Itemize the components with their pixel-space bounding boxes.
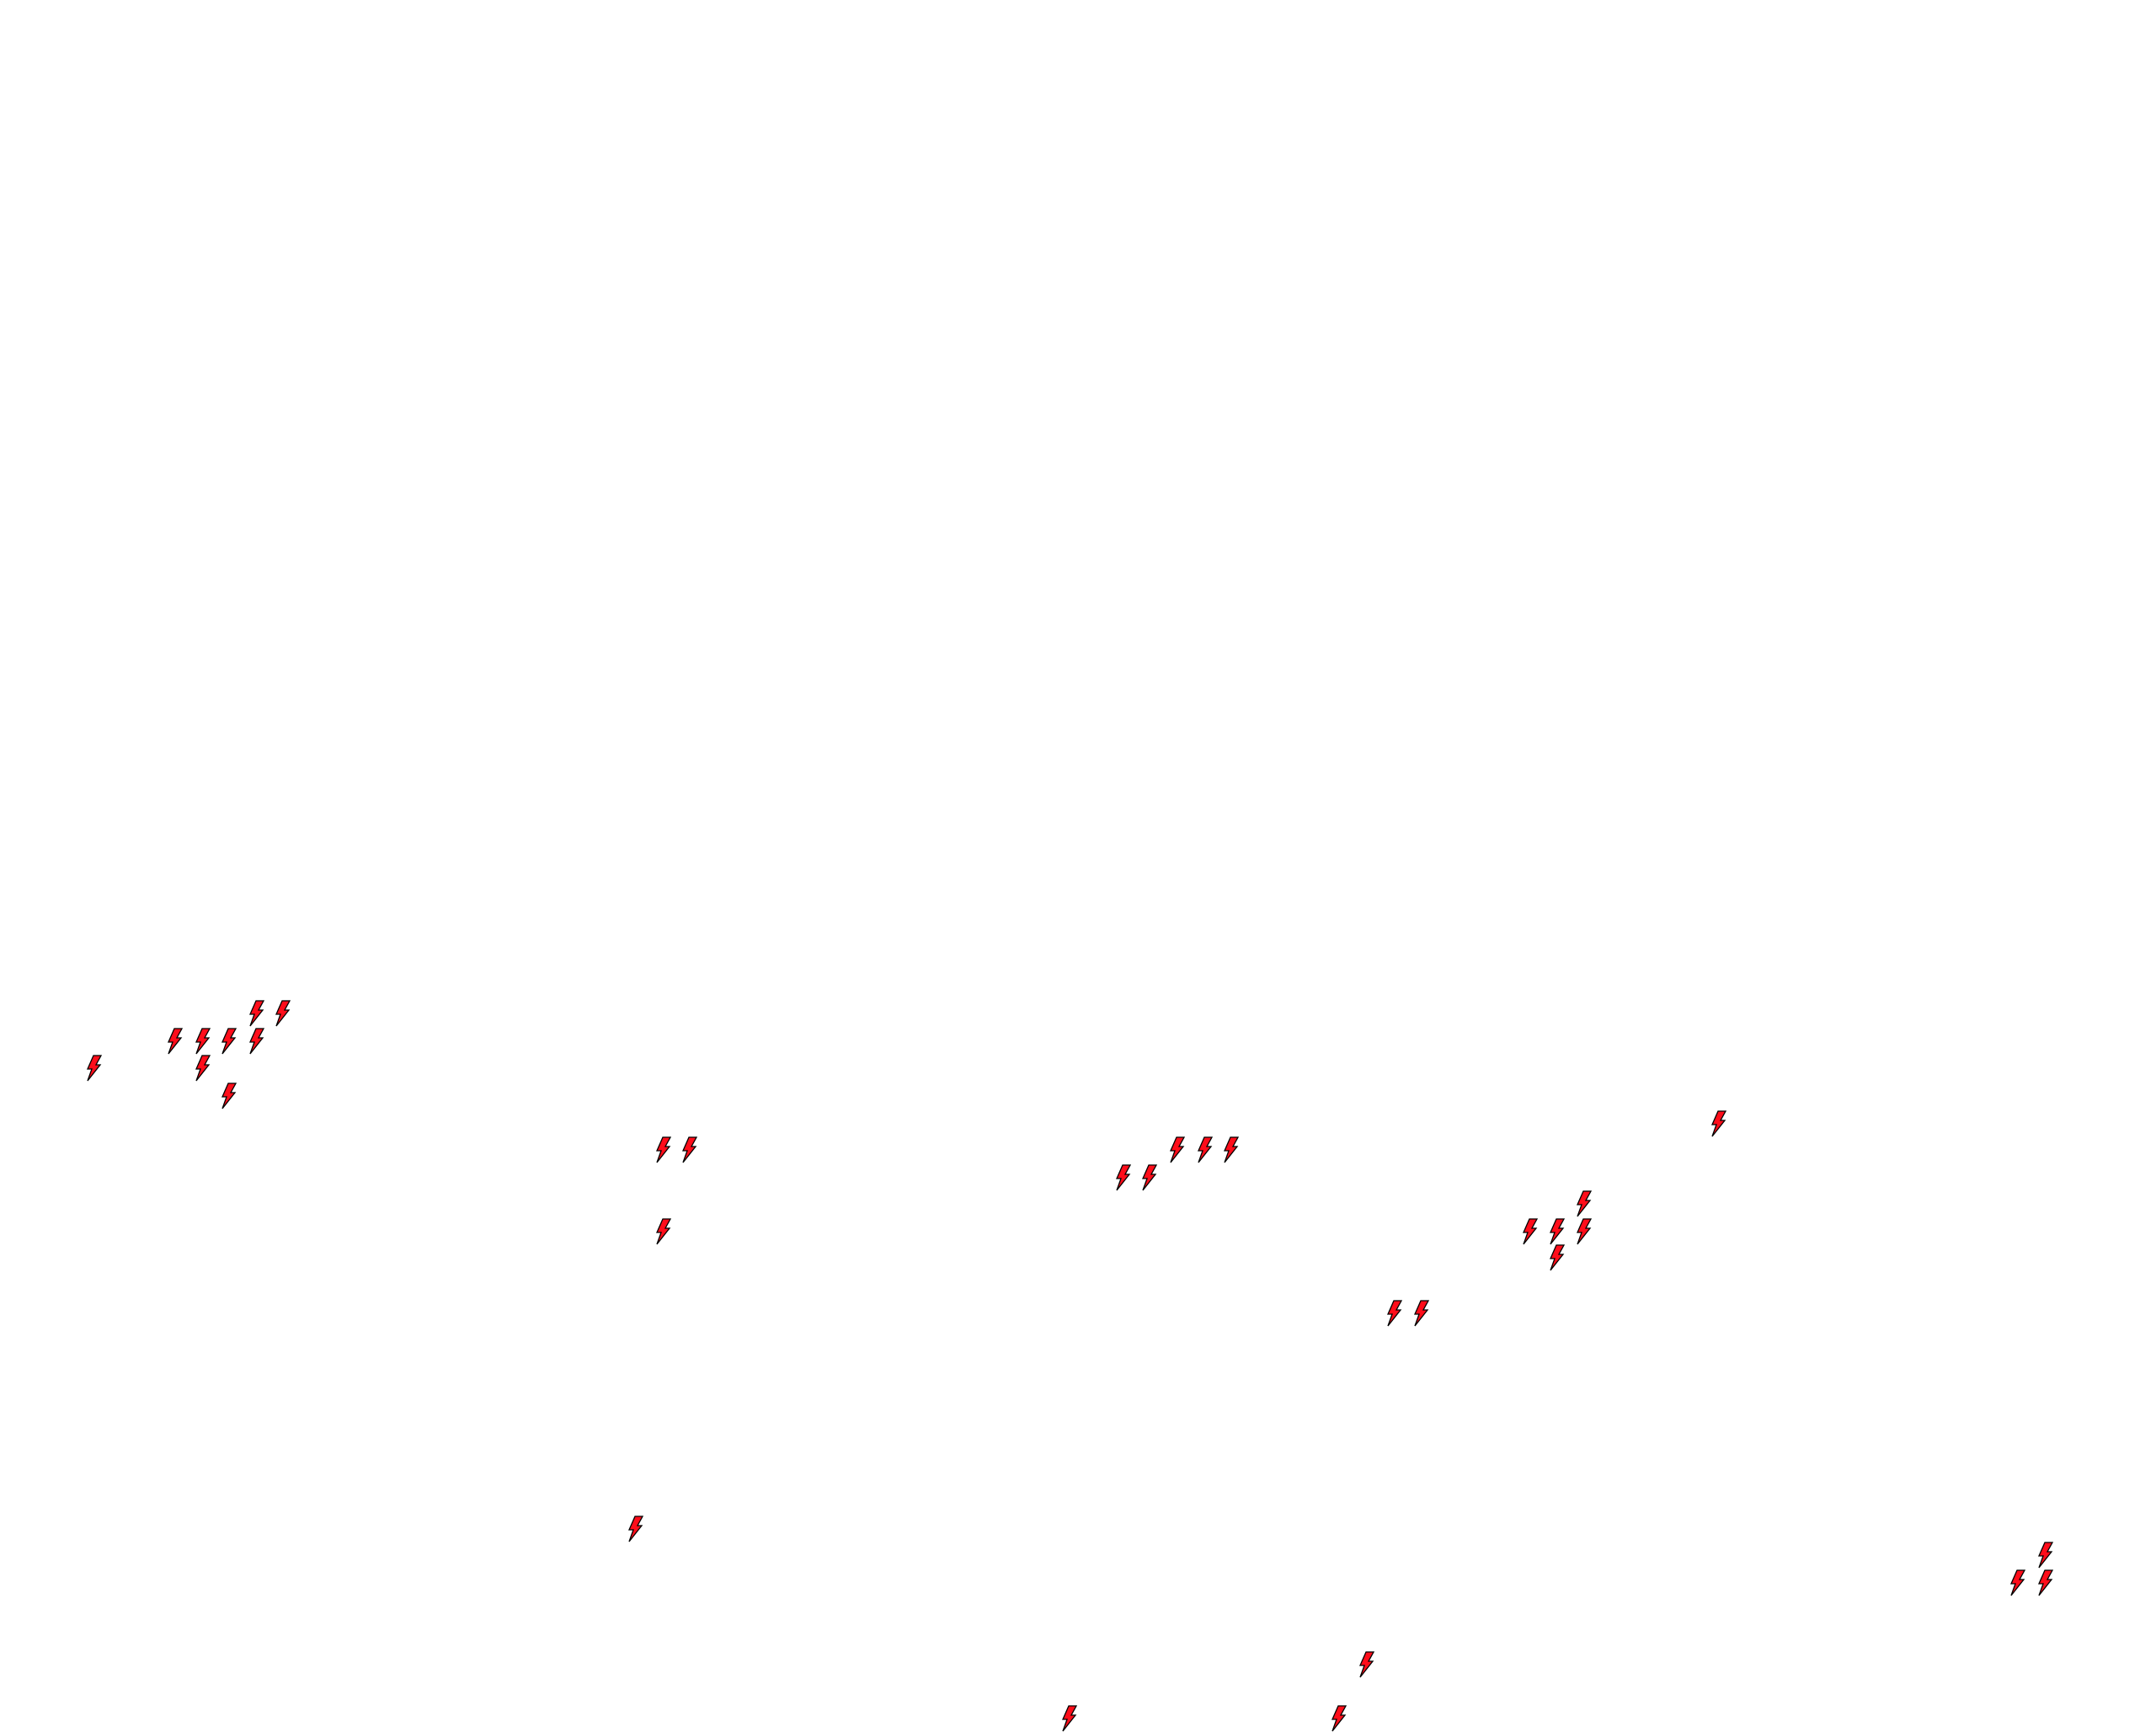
- lightning-bolt-icon: [1116, 1164, 1132, 1191]
- map-marker[interactable]: [1331, 1705, 1348, 1732]
- map-marker[interactable]: [1386, 1300, 1403, 1327]
- map-marker[interactable]: [1413, 1300, 1430, 1327]
- map-marker[interactable]: [1522, 1218, 1539, 1245]
- lightning-bolt-icon: [168, 1028, 184, 1055]
- lightning-bolt-icon: [1331, 1705, 1348, 1732]
- lightning-bolt-icon: [1224, 1136, 1240, 1163]
- map-marker[interactable]: [2037, 1542, 2054, 1569]
- lightning-bolt-icon: [249, 1000, 265, 1027]
- lightning-bolt-icon: [2010, 1569, 2026, 1596]
- lightning-bolt-icon: [1142, 1164, 1158, 1191]
- map-marker[interactable]: [627, 1516, 644, 1542]
- lightning-bolt-icon: [1359, 1651, 1375, 1678]
- map-marker[interactable]: [2009, 1569, 2026, 1596]
- lightning-bolt-icon: [1550, 1218, 1566, 1245]
- map-marker[interactable]: [681, 1136, 698, 1163]
- lightning-bolt-icon: [249, 1028, 265, 1055]
- lightning-bolt-icon: [1170, 1136, 1186, 1163]
- map-marker[interactable]: [221, 1028, 237, 1055]
- lightning-bolt-icon: [1523, 1218, 1539, 1245]
- map-marker[interactable]: [275, 1000, 291, 1027]
- lightning-bolt-icon: [275, 1000, 291, 1027]
- map-marker[interactable]: [1141, 1164, 1158, 1191]
- map-marker[interactable]: [1061, 1705, 1078, 1732]
- lightning-bolt-icon: [1198, 1136, 1214, 1163]
- lightning-bolt-icon: [656, 1218, 672, 1245]
- map-marker[interactable]: [195, 1055, 211, 1082]
- map-marker[interactable]: [1710, 1110, 1727, 1137]
- lightning-bolt-icon: [2038, 1542, 2054, 1569]
- lightning-bolt-icon: [2038, 1569, 2054, 1596]
- map-marker[interactable]: [248, 1000, 265, 1027]
- lightning-bolt-icon: [1062, 1705, 1078, 1732]
- map-marker[interactable]: [86, 1055, 103, 1082]
- map-marker[interactable]: [1549, 1218, 1566, 1245]
- lightning-bolt-icon: [628, 1516, 644, 1542]
- map-marker[interactable]: [248, 1028, 265, 1055]
- map-marker[interactable]: [1223, 1136, 1240, 1163]
- map-marker[interactable]: [1358, 1651, 1375, 1678]
- lightning-bolt-icon: [221, 1028, 237, 1055]
- lightning-bolt-icon: [1577, 1218, 1593, 1245]
- map-marker[interactable]: [2037, 1569, 2054, 1596]
- lightning-bolt-icon: [87, 1055, 103, 1082]
- lightning-bolt-icon: [195, 1055, 211, 1082]
- map-marker[interactable]: [221, 1082, 237, 1109]
- map-marker[interactable]: [1169, 1136, 1186, 1163]
- lightning-bolt-icon: [1387, 1300, 1403, 1327]
- lightning-bolt-icon: [1711, 1110, 1727, 1137]
- lightning-bolt-icon: [195, 1028, 211, 1055]
- lightning-bolt-icon: [1414, 1300, 1430, 1327]
- map-marker[interactable]: [655, 1218, 672, 1245]
- map-marker[interactable]: [1115, 1164, 1132, 1191]
- lightning-bolt-icon: [656, 1136, 672, 1163]
- lightning-bolt-icon: [1577, 1190, 1593, 1217]
- map-marker[interactable]: [195, 1028, 211, 1055]
- map-marker[interactable]: [167, 1028, 184, 1055]
- map-marker[interactable]: [1549, 1244, 1566, 1271]
- map-marker[interactable]: [1197, 1136, 1214, 1163]
- lightning-bolt-icon: [221, 1082, 237, 1109]
- lightning-bolt-icon: [1550, 1244, 1566, 1271]
- map-marker[interactable]: [1576, 1190, 1593, 1217]
- map-marker[interactable]: [655, 1136, 672, 1163]
- lightning-bolt-icon: [682, 1136, 698, 1163]
- map-marker[interactable]: [1576, 1218, 1593, 1245]
